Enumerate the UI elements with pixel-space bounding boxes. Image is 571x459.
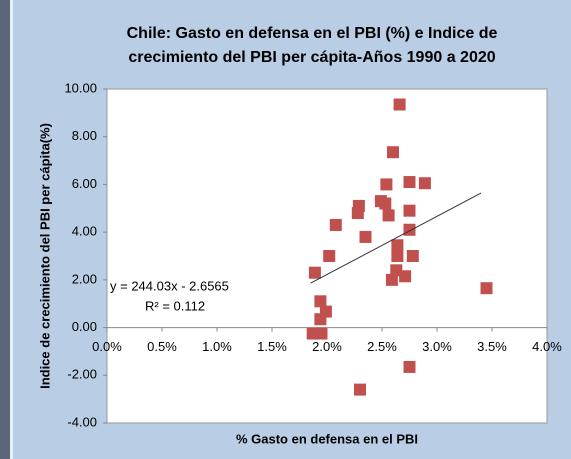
y-tick-label: 0.00: [72, 319, 97, 334]
y-tick-label: 6.00: [72, 176, 97, 191]
point: [406, 250, 419, 262]
point: [352, 199, 365, 212]
point: [354, 383, 366, 396]
y-tick-label: 2.00: [72, 271, 97, 286]
x-tick-label: 0.5%: [147, 339, 177, 354]
point: [399, 270, 412, 283]
point: [379, 197, 392, 210]
y-tick-label: 10.00: [64, 80, 97, 95]
window-edge: [0, 0, 10, 459]
point: [391, 239, 404, 252]
chart-title: Chile: Gasto en defensa en el PBI (%) e …: [127, 25, 498, 42]
x-tick-label: 2.5%: [367, 339, 397, 354]
x-axis-title: % Gasto en defensa en el PBI: [236, 431, 418, 446]
x-tick-label: 0.0%: [92, 339, 122, 354]
point: [480, 282, 493, 295]
point: [329, 218, 342, 231]
point: [403, 176, 416, 189]
point: [403, 360, 416, 373]
point: [393, 98, 406, 111]
window-edge-highlight: [10, 0, 13, 459]
x-tick-label: 2.0%: [312, 339, 342, 354]
point: [403, 204, 416, 217]
x-tick-label: 3.5%: [477, 339, 507, 354]
point: [323, 250, 336, 262]
x-tick-label: 3.0%: [422, 339, 452, 354]
point: [315, 327, 328, 340]
y-axis-title: Indice de crecimiento del PBI per cápita…: [37, 123, 52, 389]
y-tick-label: -4.00: [67, 414, 97, 429]
point: [359, 230, 372, 243]
point: [403, 223, 416, 236]
x-tick-label: 1.0%: [202, 339, 232, 354]
trendline-equation: y = 244.03x - 2.6565: [110, 278, 229, 293]
trendline: [310, 192, 482, 284]
y-tick-label: -2.00: [67, 367, 97, 382]
x-tick-label: 4.0%: [532, 339, 562, 354]
point: [382, 209, 395, 222]
point: [380, 178, 393, 191]
point: [314, 295, 327, 308]
x-tick-label: 1.5%: [257, 339, 287, 354]
point: [308, 266, 321, 279]
point: [319, 305, 332, 318]
point: [391, 250, 404, 262]
point: [387, 146, 399, 159]
point: [418, 177, 431, 190]
y-tick-label: 4.00: [72, 224, 97, 239]
y-tick-label: 8.00: [72, 128, 97, 143]
trendline-r2: R² = 0.112: [145, 298, 205, 313]
chart-title: crecimiento del PBI per cápita-Años 1990…: [128, 49, 495, 66]
point: [385, 273, 398, 286]
